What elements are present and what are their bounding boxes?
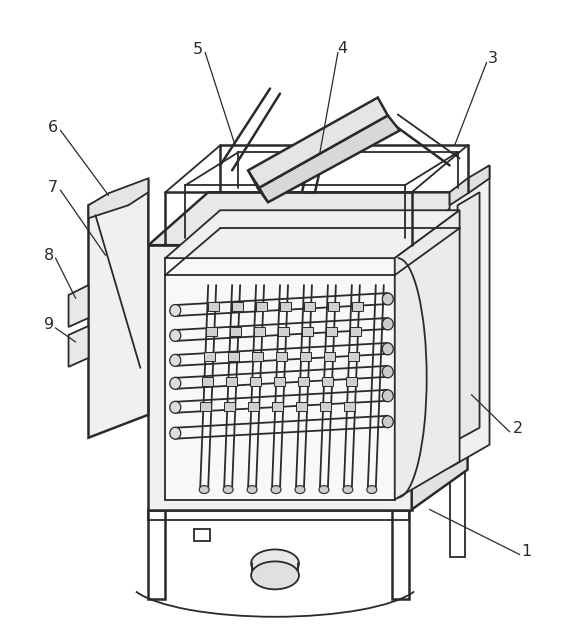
Ellipse shape: [271, 486, 281, 493]
Ellipse shape: [170, 354, 181, 366]
Polygon shape: [165, 258, 395, 500]
Polygon shape: [88, 180, 148, 438]
Polygon shape: [326, 327, 337, 336]
Polygon shape: [204, 352, 215, 361]
Polygon shape: [69, 285, 88, 327]
Polygon shape: [304, 302, 315, 311]
Text: 4: 4: [337, 41, 347, 56]
Text: 2: 2: [512, 421, 523, 436]
Text: 1: 1: [521, 544, 531, 559]
Polygon shape: [194, 530, 210, 541]
Polygon shape: [254, 327, 265, 336]
Ellipse shape: [170, 329, 181, 341]
Polygon shape: [450, 165, 489, 468]
Polygon shape: [228, 352, 239, 361]
Polygon shape: [274, 377, 285, 386]
Ellipse shape: [382, 293, 393, 305]
Ellipse shape: [367, 486, 377, 493]
Polygon shape: [202, 377, 213, 386]
Polygon shape: [300, 352, 311, 361]
Polygon shape: [248, 170, 268, 202]
Ellipse shape: [199, 486, 209, 493]
Polygon shape: [248, 402, 259, 411]
Polygon shape: [320, 402, 331, 411]
Polygon shape: [148, 192, 467, 245]
Polygon shape: [69, 326, 88, 367]
Polygon shape: [165, 210, 460, 258]
Polygon shape: [450, 165, 489, 205]
Polygon shape: [457, 192, 480, 439]
Ellipse shape: [343, 486, 353, 493]
Ellipse shape: [251, 562, 299, 589]
Text: 9: 9: [44, 317, 54, 332]
Polygon shape: [278, 327, 289, 336]
Polygon shape: [148, 245, 411, 510]
Polygon shape: [88, 178, 148, 218]
Polygon shape: [206, 327, 217, 336]
Ellipse shape: [319, 486, 329, 493]
Polygon shape: [450, 468, 464, 557]
Text: 6: 6: [48, 120, 58, 135]
Ellipse shape: [382, 343, 393, 355]
Polygon shape: [250, 377, 261, 386]
Polygon shape: [230, 327, 241, 336]
Ellipse shape: [170, 427, 181, 439]
Polygon shape: [302, 327, 313, 336]
Polygon shape: [208, 302, 219, 311]
Polygon shape: [258, 115, 400, 202]
Polygon shape: [348, 352, 359, 361]
Polygon shape: [272, 402, 283, 411]
Polygon shape: [200, 402, 211, 411]
Ellipse shape: [251, 550, 299, 577]
Polygon shape: [324, 352, 335, 361]
Ellipse shape: [170, 304, 181, 317]
Text: 7: 7: [48, 180, 58, 195]
Text: 5: 5: [193, 42, 203, 57]
Polygon shape: [395, 210, 460, 500]
Polygon shape: [280, 302, 291, 311]
Text: 8: 8: [44, 248, 54, 263]
Polygon shape: [296, 402, 307, 411]
Polygon shape: [346, 377, 357, 386]
Ellipse shape: [382, 318, 393, 330]
Polygon shape: [200, 468, 215, 510]
Ellipse shape: [170, 401, 181, 413]
Polygon shape: [344, 402, 355, 411]
Polygon shape: [352, 302, 363, 311]
Polygon shape: [411, 192, 467, 510]
Polygon shape: [252, 352, 263, 361]
Polygon shape: [328, 302, 339, 311]
Polygon shape: [322, 377, 333, 386]
Polygon shape: [392, 510, 409, 599]
Ellipse shape: [382, 390, 393, 402]
Ellipse shape: [295, 486, 305, 493]
Polygon shape: [248, 98, 388, 188]
Ellipse shape: [170, 377, 181, 389]
Polygon shape: [298, 377, 309, 386]
Text: 3: 3: [488, 51, 498, 66]
Polygon shape: [276, 352, 287, 361]
Polygon shape: [148, 510, 165, 599]
Polygon shape: [350, 327, 361, 336]
Polygon shape: [226, 377, 237, 386]
Ellipse shape: [382, 416, 393, 428]
Polygon shape: [256, 302, 267, 311]
Polygon shape: [232, 302, 243, 311]
Ellipse shape: [247, 486, 257, 493]
Ellipse shape: [223, 486, 233, 493]
Ellipse shape: [382, 366, 393, 378]
Polygon shape: [224, 402, 235, 411]
